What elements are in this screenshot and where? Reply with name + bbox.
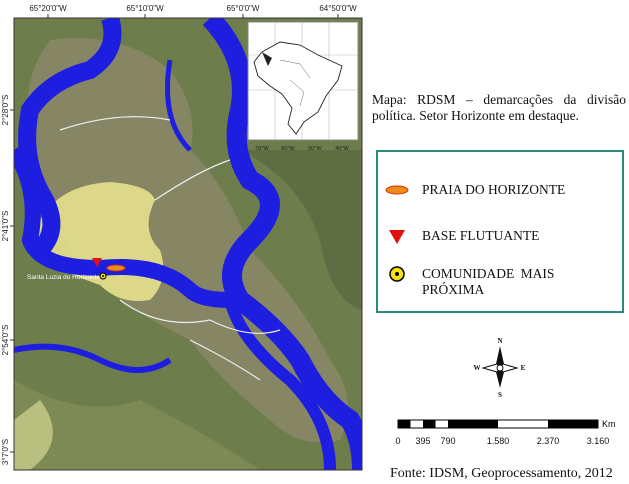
top-coord: 65°10'0"W [126, 4, 164, 13]
left-coord: 2°54'0"S [1, 325, 10, 356]
caption: Mapa: RDSM – demarcações da divisão polí… [372, 92, 626, 123]
scale-label: 2.370 [536, 436, 560, 446]
legend-icon-base [389, 230, 405, 244]
legend-label: BASE FLUTUANTE [422, 228, 540, 243]
river [165, 59, 192, 152]
river [14, 145, 231, 308]
river [14, 343, 172, 373]
satellite-image: Santa Luzia do Horizonte [14, 18, 362, 470]
river [18, 18, 122, 257]
left-coord: 2°41'0"S [1, 211, 10, 242]
map: Santa Luzia do Horizonte 65°20'0"W 65°10… [1, 4, 363, 471]
legend-icon-praia [385, 185, 409, 195]
legend-label: COMUNIDADE MAIS PRÓXIMA [422, 266, 555, 297]
legend-icons [385, 185, 409, 282]
compass: N S E W [474, 337, 526, 399]
scale-label: 3.160 [586, 436, 610, 446]
compass-s: S [498, 391, 502, 399]
place-label: Santa Luzia do Horizonte [27, 274, 100, 281]
inset-coord: 40°W [335, 146, 349, 152]
top-ticks [10, 14, 339, 453]
source: Fonte: IDSM, Geoprocessamento, 2012 [390, 466, 613, 481]
praia-marker [106, 264, 126, 272]
inset-coord: 70°W [255, 146, 269, 152]
river [202, 18, 362, 470]
legend-label: PRAIA DO HORIZONTE [422, 182, 566, 197]
brazil-outline [253, 41, 343, 135]
legend: PRAIA DO HORIZONTE BASE FLUTUANTE COMUNI… [376, 150, 624, 313]
scale-bar: Km [397, 419, 616, 429]
scale-label: 790 [440, 436, 456, 446]
boundary-line [59, 116, 281, 381]
scale-label: 1.580 [486, 436, 510, 446]
inset-coord: 50°W [308, 146, 322, 152]
river [224, 298, 336, 470]
scale-unit: Km [602, 419, 616, 429]
left-coord: 3°7'0"S [1, 439, 10, 465]
top-coord: 65°0'0"W [227, 4, 260, 13]
inset-coord: 60°W [281, 146, 295, 152]
compass-e: E [521, 364, 526, 372]
scale-label: 0 [395, 436, 401, 446]
top-coord: 64°50'0"W [319, 4, 357, 13]
left-coord: 2°28'0"S [1, 95, 10, 126]
reserve-area [27, 38, 348, 443]
scale-label: 395 [415, 436, 431, 446]
compass-w: W [474, 364, 481, 372]
top-coord: 65°20'0"W [29, 4, 67, 13]
compass-n: N [497, 337, 502, 345]
base-flutuante-marker [92, 258, 102, 267]
